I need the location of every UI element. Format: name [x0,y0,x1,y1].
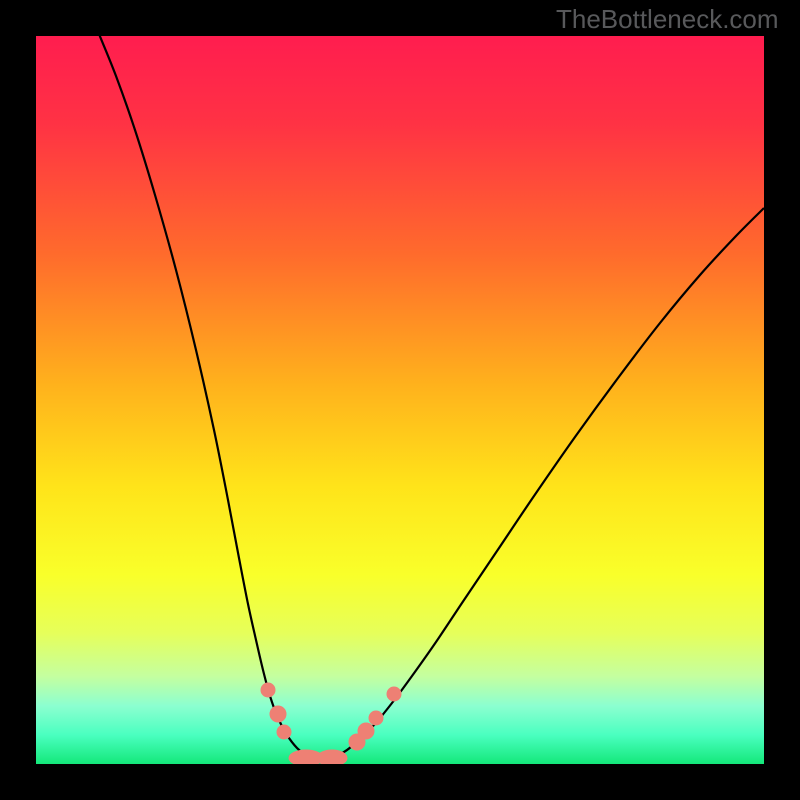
valley-marker [387,687,401,701]
valley-marker [277,725,291,739]
bottleneck-curve-chart [0,0,800,800]
valley-marker [369,711,383,725]
valley-marker [317,750,347,766]
plot-background-gradient [36,36,764,764]
valley-marker [261,683,275,697]
valley-marker [358,723,374,739]
valley-marker [270,706,286,722]
watermark-text: TheBottleneck.com [556,4,779,35]
